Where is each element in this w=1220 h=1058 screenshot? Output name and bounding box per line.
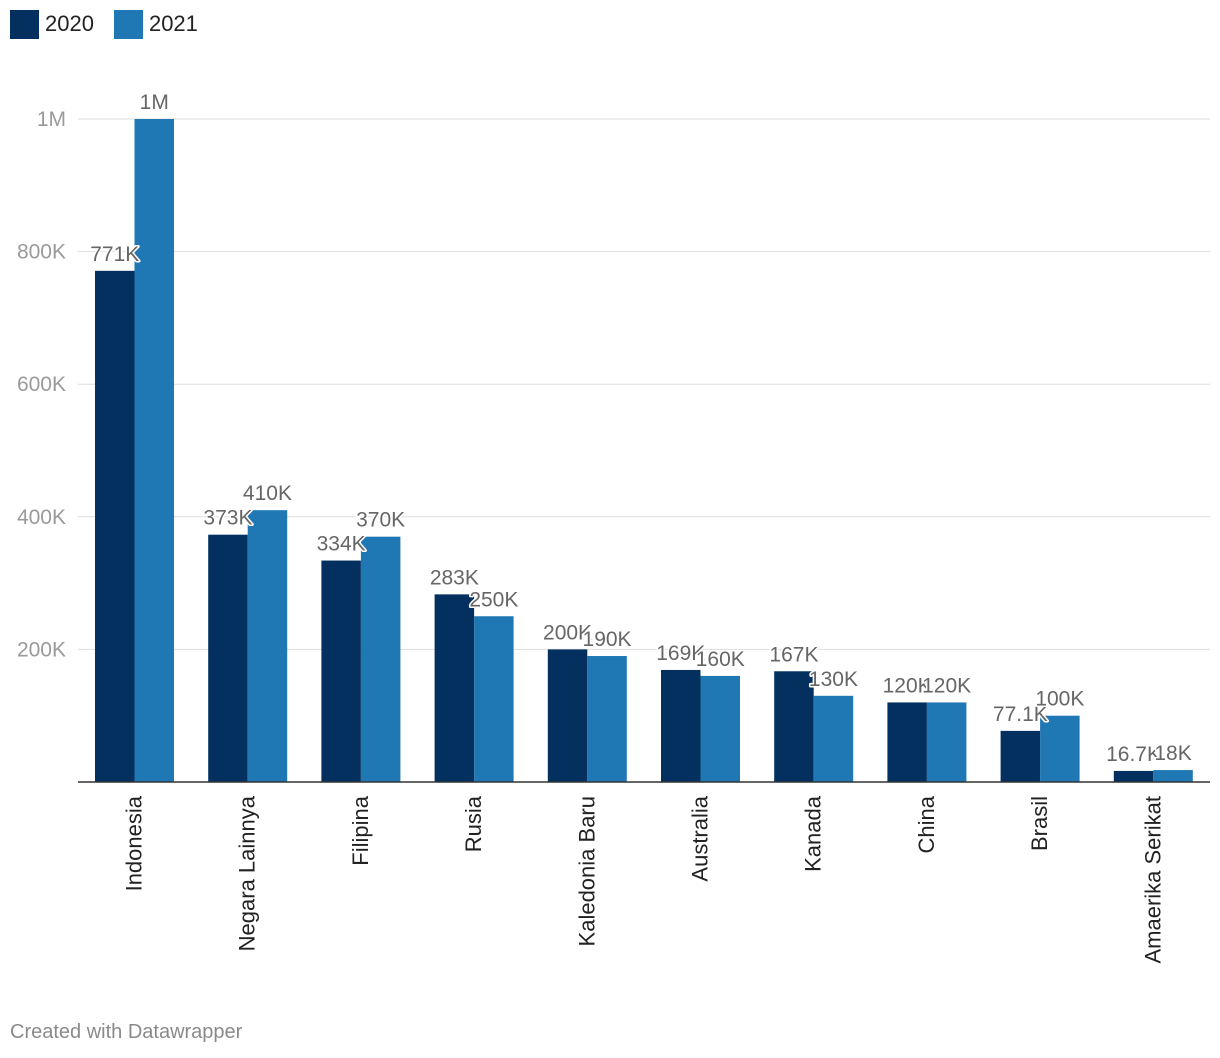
bar-2021-australia bbox=[700, 675, 740, 782]
data-label: 771K bbox=[90, 243, 139, 266]
data-label: 169K bbox=[656, 642, 705, 665]
bar-2021-kanada bbox=[813, 695, 854, 782]
y-tick-label: 800K bbox=[17, 241, 66, 264]
data-label: 200K bbox=[543, 621, 592, 644]
bar-2021-rusia bbox=[474, 616, 514, 782]
y-tick-label: 600K bbox=[17, 373, 66, 396]
bar-2021-china bbox=[926, 702, 967, 782]
bar-2020-filipina bbox=[321, 560, 361, 782]
bar-2021-negara-lainnya bbox=[247, 510, 288, 782]
data-label: 370K bbox=[356, 509, 405, 532]
data-label: 190K bbox=[583, 628, 632, 651]
x-tick-label: Kaledonia Baru bbox=[574, 796, 599, 946]
x-tick-label: Australia bbox=[688, 795, 713, 881]
chart-legend: 2020 2021 bbox=[10, 8, 218, 40]
x-tick-label: Brasil bbox=[1027, 796, 1052, 851]
data-label: 250K bbox=[469, 588, 518, 611]
x-tick-label: Filipina bbox=[348, 795, 373, 865]
bar-2020-china bbox=[887, 702, 927, 782]
data-label: 130K bbox=[809, 668, 858, 691]
legend-label: 2020 bbox=[45, 11, 94, 36]
bar-2020-rusia bbox=[434, 594, 475, 782]
data-label: 120K bbox=[883, 674, 932, 697]
bar-2020-brasil bbox=[1000, 730, 1041, 782]
data-label: 16.7K bbox=[1106, 743, 1161, 766]
legend-swatch bbox=[10, 9, 39, 39]
x-axis-tick-labels: Indonesia Negara Lainnya Filipina Rusia Kale… bbox=[122, 795, 1166, 963]
legend-item-2021: 2021 bbox=[113, 9, 198, 39]
gridlines: 200K 400K 600K 800K 1M bbox=[17, 108, 1210, 661]
y-tick-label: 400K bbox=[17, 506, 66, 529]
data-label: 18K bbox=[1154, 742, 1191, 765]
bar-2021-filipina bbox=[360, 536, 401, 782]
legend-swatch bbox=[113, 9, 143, 39]
legend-item-2020: 2020 bbox=[10, 9, 94, 39]
bar-2020-amaerika-serikat bbox=[1113, 770, 1154, 782]
x-tick-label: Negara Lainnya bbox=[235, 795, 260, 951]
bar-2020-kaledonia-baru bbox=[547, 649, 588, 782]
data-label: 410K bbox=[243, 482, 292, 505]
bars bbox=[95, 119, 1193, 782]
datawrapper-credit: Created with Datawrapper bbox=[10, 1021, 243, 1043]
bar-2021-brasil bbox=[1040, 715, 1080, 782]
y-tick-label: 1M bbox=[37, 108, 66, 131]
x-tick-label: Amaerika Serikat bbox=[1140, 796, 1165, 964]
data-label: 77.1K bbox=[993, 703, 1048, 726]
data-label: 120K bbox=[922, 674, 971, 697]
y-tick-label: 200K bbox=[17, 638, 66, 661]
x-tick-label: China bbox=[914, 795, 939, 853]
x-tick-label: Rusia bbox=[461, 795, 486, 852]
bar-2020-australia bbox=[661, 669, 701, 782]
bar-2021-indonesia bbox=[134, 119, 174, 782]
data-label: 160K bbox=[696, 648, 745, 671]
data-label: 373K bbox=[203, 507, 252, 530]
data-label: 1M bbox=[140, 91, 169, 114]
data-label: 167K bbox=[769, 643, 818, 666]
data-label: 334K bbox=[317, 533, 366, 556]
bar-2020-indonesia bbox=[95, 270, 135, 782]
x-tick-label: Kanada bbox=[801, 795, 826, 872]
data-label: 100K bbox=[1035, 688, 1084, 711]
bar-2021-amaerika-serikat bbox=[1153, 770, 1193, 782]
x-tick-label: Indonesia bbox=[122, 795, 147, 891]
bar-2021-kaledonia-baru bbox=[587, 656, 627, 782]
legend-label: 2021 bbox=[148, 11, 198, 36]
bar-2020-negara-lainnya bbox=[208, 534, 248, 782]
bar-2020-kanada bbox=[774, 671, 814, 782]
data-label: 283K bbox=[430, 566, 479, 589]
